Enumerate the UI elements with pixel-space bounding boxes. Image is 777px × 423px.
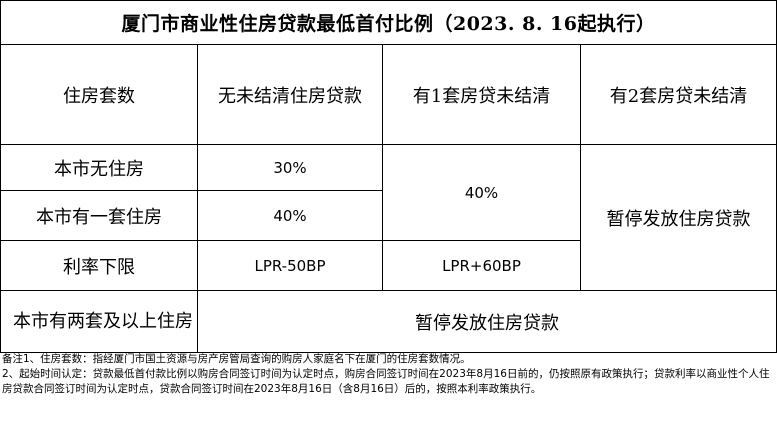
row-label-no-house: 本市无住房 bbox=[0, 144, 198, 191]
footnote-1: 备注1、住房套数：指经厦门市国土资源与房产房管局查询的购房人家庭名下在厦门的住房… bbox=[2, 353, 471, 365]
header-house-count: 住房套数 bbox=[0, 44, 198, 145]
header-no-outstanding-loan: 无未结清住房贷款 bbox=[197, 44, 383, 145]
header-one-outstanding-loan: 有1套房贷未结清 bbox=[382, 44, 581, 145]
cell-rate-floor-no-loan: LPR-50BP bbox=[197, 240, 383, 291]
header-two-outstanding-loans: 有2套房贷未结清 bbox=[580, 44, 777, 145]
cell-two-plus-houses: 暂停发放住房贷款 bbox=[197, 290, 777, 353]
row-label-one-house: 本市有一套住房 bbox=[0, 190, 198, 241]
cell-no-house-no-loan: 30% bbox=[197, 144, 383, 191]
row-label-two-plus-houses: 本市有两套及以上住房 bbox=[0, 290, 198, 353]
down-payment-table: 厦门市商业性住房贷款最低首付比例（2023. 8. 16起执行） 住房套数 无未… bbox=[0, 0, 777, 353]
cell-two-loans-merged: 暂停发放住房贷款 bbox=[580, 144, 777, 291]
table-title: 厦门市商业性住房贷款最低首付比例（2023. 8. 16起执行） bbox=[0, 0, 777, 45]
footnotes: 备注1、住房套数：指经厦门市国土资源与房产房管局查询的购房人家庭名下在厦门的住房… bbox=[2, 352, 774, 397]
cell-rate-floor-one-loan: LPR+60BP bbox=[382, 240, 581, 291]
cell-one-house-no-loan: 40% bbox=[197, 190, 383, 241]
footnote-2: 2、起始时间认定：贷款最低首付款比例以购房合同签订时间为认定时点，购房合同签订时… bbox=[2, 368, 770, 395]
cell-one-loan-merged: 40% bbox=[382, 144, 581, 241]
row-label-rate-floor: 利率下限 bbox=[0, 240, 198, 291]
